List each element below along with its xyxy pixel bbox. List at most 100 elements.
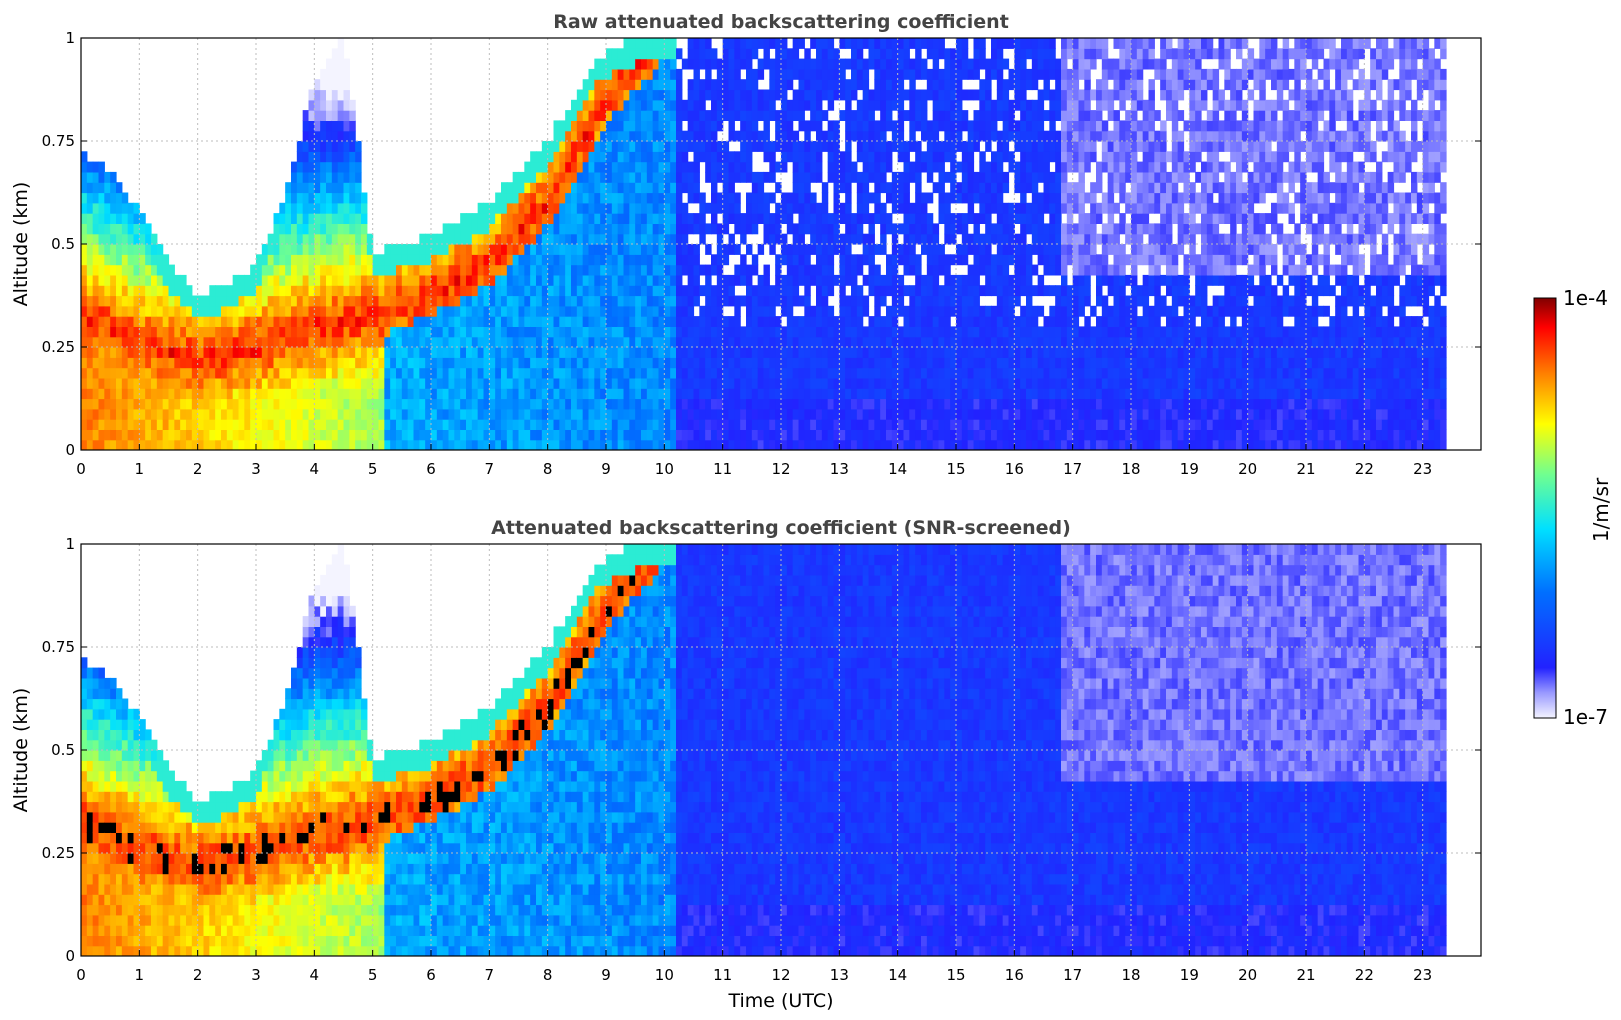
heatmap-cell [326, 408, 333, 420]
heatmap-cell [851, 388, 858, 400]
heatmap-cell [938, 38, 945, 49]
heatmap-cell [337, 79, 345, 91]
heatmap-cell [979, 357, 986, 369]
heatmap-cell [897, 110, 905, 121]
heatmap-cell [751, 141, 759, 152]
heatmap-cell [524, 182, 531, 194]
heatmap-cell [821, 79, 829, 91]
heatmap-cell [1008, 408, 1015, 420]
heatmap-cell [1026, 79, 1033, 91]
heatmap-cell [1043, 89, 1050, 101]
heatmap-cell [652, 285, 660, 297]
heatmap-cell [658, 295, 665, 307]
heatmap-cell [98, 336, 105, 348]
heatmap-cell [361, 316, 368, 327]
heatmap-cell [425, 264, 432, 276]
heatmap-cell [273, 347, 280, 358]
heatmap-cell [798, 347, 805, 358]
heatmap-cell [594, 244, 601, 255]
heatmap-cell [938, 254, 945, 266]
heatmap-cell [337, 398, 345, 410]
heatmap-cell [98, 171, 105, 183]
heatmap-cell [116, 336, 123, 348]
heatmap-cell [839, 377, 846, 389]
heatmap-cell [646, 223, 654, 235]
heatmap-cell [792, 48, 800, 60]
heatmap-cell [693, 274, 700, 286]
heatmap-cell [816, 244, 823, 255]
heatmap-cell [331, 58, 339, 70]
heatmap-cell [361, 285, 368, 297]
heatmap-cell [221, 429, 228, 441]
heatmap-cell [938, 141, 945, 152]
heatmap-cell [1026, 377, 1033, 389]
heatmap-cell [897, 274, 905, 286]
heatmap-cell [862, 161, 870, 173]
heatmap-cell [781, 429, 788, 441]
heatmap-cell [337, 58, 345, 70]
heatmap-cell [168, 439, 175, 450]
heatmap-cell [839, 388, 846, 400]
heatmap-cell [582, 223, 590, 235]
heatmap-cell [396, 326, 403, 338]
heatmap-cell [641, 305, 648, 317]
heatmap-cell [693, 38, 700, 49]
heatmap-cell [757, 429, 765, 441]
heatmap-cell [127, 347, 135, 358]
heatmap-cell [553, 408, 560, 420]
heatmap-cell [512, 202, 520, 214]
heatmap-cell [308, 223, 315, 235]
heatmap-cell [168, 408, 175, 420]
heatmap-cell [547, 316, 555, 327]
heatmap-cell [681, 99, 689, 111]
heatmap-cell [921, 388, 928, 400]
heatmap-cell [518, 244, 525, 255]
heatmap-cell [851, 110, 858, 121]
heatmap-cell [413, 429, 420, 441]
heatmap-cell [658, 68, 665, 80]
heatmap-cell [454, 244, 461, 255]
heatmap-cell [110, 357, 117, 369]
heatmap-cell [938, 99, 945, 111]
heatmap-cell [839, 58, 846, 70]
heatmap-cell [133, 439, 140, 450]
heatmap-cell [699, 377, 706, 389]
heatmap-cell [355, 223, 362, 235]
heatmap-cell [816, 202, 823, 214]
heatmap-cell [576, 357, 584, 369]
heatmap-cell [991, 48, 998, 60]
heatmap-cell [576, 223, 584, 235]
heatmap-cell [226, 398, 234, 410]
heatmap-cell [355, 336, 362, 348]
heatmap-cell [611, 192, 619, 204]
heatmap-cell [798, 295, 805, 307]
heatmap-cell [419, 367, 426, 379]
heatmap-cell [611, 89, 619, 101]
heatmap-cell [448, 357, 455, 369]
heatmap-cell [396, 347, 403, 358]
heatmap-cell [471, 316, 479, 327]
heatmap-cell [810, 274, 817, 286]
heatmap-cell [156, 439, 164, 450]
heatmap-cell [693, 316, 700, 327]
heatmap-cell [390, 326, 397, 338]
heatmap-cell [967, 213, 975, 224]
heatmap-cell [705, 141, 712, 152]
heatmap-cell [681, 141, 689, 152]
heatmap-cell [1014, 295, 1021, 307]
heatmap-cell [273, 254, 280, 266]
heatmap-cell [658, 99, 665, 111]
heatmap-cell [810, 367, 817, 379]
heatmap-cell [308, 408, 315, 420]
heatmap-cell [331, 192, 339, 204]
heatmap-cell [810, 161, 817, 173]
heatmap-cell [506, 274, 514, 286]
heatmap-cell [600, 68, 607, 80]
heatmap-cell [681, 264, 689, 276]
heatmap-cell [740, 347, 747, 358]
heatmap-cell [611, 347, 619, 358]
heatmap-cell [611, 326, 619, 338]
heatmap-cell [104, 192, 111, 204]
heatmap-cell [670, 408, 677, 420]
heatmap-cell [483, 233, 490, 245]
